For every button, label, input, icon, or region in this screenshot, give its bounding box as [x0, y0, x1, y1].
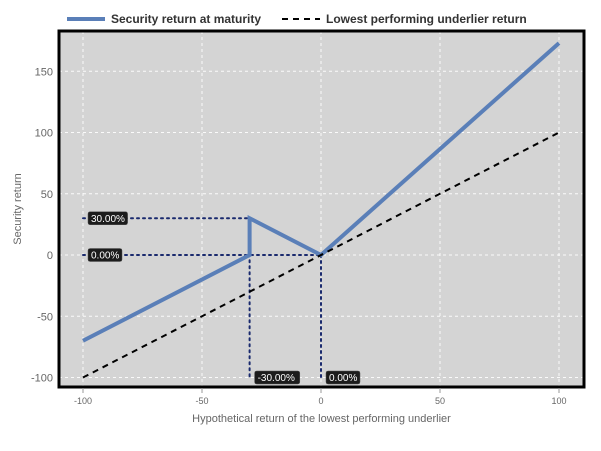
- y-tick-label: 150: [35, 66, 53, 78]
- y-tick-label: -50: [37, 311, 53, 323]
- y-tick-label: -100: [31, 373, 53, 385]
- x-tick-label: -100: [74, 396, 92, 406]
- series-line-underlier-return: [82, 131, 560, 379]
- annotation-label: 0.00%: [325, 370, 361, 385]
- legend-label-security-return: Security return at maturity: [111, 12, 261, 26]
- y-tick-labels: -100 -50 0 50 100 150: [31, 66, 53, 384]
- annotation-text: 0.00%: [91, 251, 119, 262]
- legend: Security return at maturity Lowest perfor…: [67, 12, 527, 26]
- x-tick-label: -50: [195, 396, 208, 406]
- legend-label-underlier-return: Lowest performing underlier return: [326, 12, 527, 26]
- annotation-box: [87, 248, 123, 262]
- y-tick-label: 0: [47, 250, 53, 262]
- y-tick-label: 50: [41, 189, 53, 201]
- plot-border: [57, 29, 586, 389]
- annotation-text: 30.00%: [91, 214, 125, 225]
- annotation-box: [87, 211, 128, 225]
- series-line-security-return: [82, 41, 561, 343]
- annotation-label: 30.00%: [87, 211, 128, 225]
- x-axis-title: Hypothetical return of the lowest perfor…: [192, 413, 451, 425]
- x-tick-label: 50: [435, 396, 445, 406]
- annotations: 30.00% 0.00% -30.00% 0.00%: [87, 211, 361, 385]
- annotation-label: -30.00%: [254, 370, 301, 385]
- annotation-label: 0.00%: [87, 248, 123, 262]
- y-tick-label: 100: [35, 128, 53, 140]
- annotation-text: -30.00%: [258, 373, 295, 384]
- x-tick-labels: -100 -50 0 50 100: [74, 388, 567, 406]
- annotation-box: [325, 370, 361, 385]
- x-tick-label: 100: [551, 396, 566, 406]
- annotation-text: 0.00%: [329, 373, 357, 384]
- x-tick-label: 0: [318, 396, 323, 406]
- annotation-box: [254, 370, 301, 385]
- y-axis-title: Security return: [12, 173, 24, 245]
